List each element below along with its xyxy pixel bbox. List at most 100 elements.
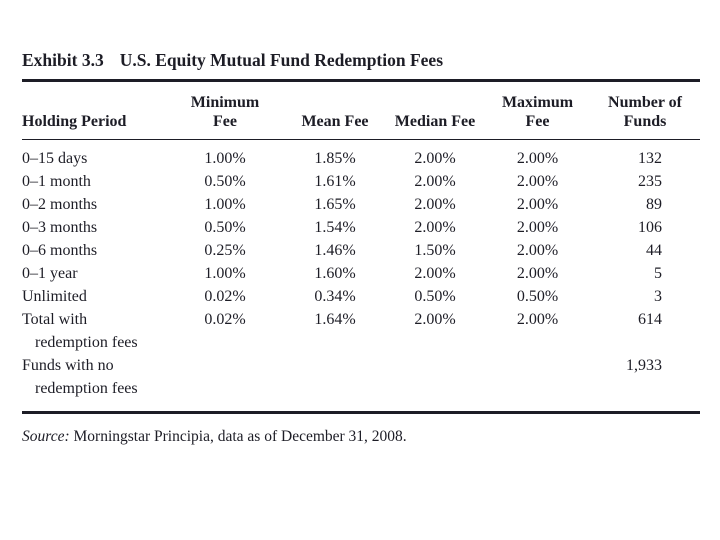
header-maximum-fee: Maximum Fee [485,82,590,140]
redemption-fees-table: Holding Period Minimum Fee Mean Fee Medi… [22,82,700,400]
fee-value-cell [385,354,485,400]
fee-value-cell: 1.00% [204,196,246,213]
fee-value-cell: 0.50% [204,173,246,190]
funds-count-cell: 89 [646,196,662,213]
exhibit-label: Exhibit 3.3 [22,50,104,70]
holding-period-cell: 0–3 months [22,216,165,239]
fee-value-cell: 2.00% [414,265,456,282]
holding-period-line: Funds with no [22,357,114,374]
fee-value-cell: 1.00% [204,150,246,167]
fee-value-cell: 2.00% [516,311,559,328]
holding-period-line: Unlimited [22,288,87,305]
table-row: 0–1 month 0.50% 1.61% 2.00% 2.00% 235 [22,170,700,193]
header-mean-fee: Mean Fee [285,82,385,140]
funds-count-cell: 614 [638,311,662,328]
table-row: 0–15 days 1.00% 1.85% 2.00% 2.00% 132 [22,140,700,171]
table-row: Total with redemption fees 0.02% 1.64% 2.00%… [22,308,700,354]
source-text: Morningstar Principia, data as of Decemb… [69,428,407,445]
fee-value-cell: 2.00% [414,219,456,236]
funds-count-cell: 44 [646,242,662,259]
holding-period-line: redemption fees [35,334,138,351]
fee-value-cell: 2.00% [516,242,559,259]
funds-count-cell: 235 [638,173,662,190]
header-line [285,93,385,112]
fee-value-cell: 0.02% [204,288,246,305]
header-line [385,93,485,112]
header-line: Holding Period [22,113,127,130]
fee-value-cell [285,354,385,400]
header-holding-period: Holding Period [22,82,165,140]
fee-value-cell: 1.54% [314,219,356,236]
holding-period-cell: Unlimited [22,285,165,308]
fee-value-cell: 1.61% [314,173,356,190]
funds-count-cell: 1,933 [626,357,662,374]
fee-value-cell: 0.02% [204,311,246,328]
header-line: Maximum [501,94,574,111]
top-rule [22,79,700,82]
fee-value-cell: 2.00% [516,173,559,190]
header-line [22,93,165,112]
header-line: Funds [623,113,667,130]
header-line: Minimum [190,94,260,111]
exhibit-title: Exhibit 3.3 U.S. Equity Mutual Fund Redem… [22,50,700,70]
header-number-of-funds: Number of Funds [590,82,700,140]
bottom-rule [22,411,700,414]
header-line: Fee [525,113,550,130]
fee-value-cell: 2.00% [516,219,559,236]
table-row: 0–6 months 0.25% 1.46% 1.50% 2.00% 44 [22,239,700,262]
fee-value-cell: 0.50% [516,288,559,305]
fee-value-cell: 2.00% [414,196,456,213]
table-row: 0–1 year 1.00% 1.60% 2.00% 2.00% 5 [22,262,700,285]
table-row: Unlimited 0.02% 0.34% 0.50% 0.50% 3 [22,285,700,308]
fee-value-cell: 1.46% [314,242,356,259]
fee-value-cell: 2.00% [414,173,456,190]
holding-period-cell: Funds with no redemption fees [22,354,165,400]
funds-count-cell: 132 [638,150,662,167]
fee-value-cell: 1.00% [204,265,246,282]
table-body: 0–15 days 1.00% 1.85% 2.00% 2.00% 132 0–1 mont… [22,140,700,401]
source-note: Source: Morningstar Principia, data as o… [22,427,700,447]
holding-period-cell: Total with redemption fees [22,308,165,354]
holding-period-line: 0–1 year [22,265,78,282]
exhibit-name: U.S. Equity Mutual Fund Redemption Fees [119,50,444,70]
table-row: 0–2 months 1.00% 1.65% 2.00% 2.00% 89 [22,193,700,216]
holding-period-line: 0–3 months [22,219,98,236]
holding-period-cell: 0–1 month [22,170,165,193]
holding-period-cell: 0–6 months [22,239,165,262]
fee-value-cell [165,354,285,400]
fee-value-cell [485,354,590,400]
funds-count-cell: 106 [638,219,662,236]
table-row: Funds with no redemption fees 1,933 [22,354,700,400]
holding-period-cell: 0–1 year [22,262,165,285]
header-line: Fee [213,113,237,130]
holding-period-line: 0–1 month [22,173,91,190]
holding-period-line: Total with [22,311,88,328]
table-header: Holding Period Minimum Fee Mean Fee Medi… [22,82,700,140]
holding-period-line: 0–6 months [22,242,98,259]
fee-value-cell: 2.00% [516,196,559,213]
fee-value-cell: 1.64% [314,311,356,328]
table-row: 0–3 months 0.50% 1.54% 2.00% 2.00% 106 [22,216,700,239]
fee-value-cell: 0.25% [204,242,246,259]
fee-value-cell: 0.34% [314,288,356,305]
exhibit-content: Exhibit 3.3 U.S. Equity Mutual Fund Redem… [22,50,700,447]
header-line: Median Fee [394,113,476,130]
header-line: Number of [608,94,682,111]
fee-value-cell: 2.00% [414,150,456,167]
source-label: Source: [22,428,70,445]
header-row: Holding Period Minimum Fee Mean Fee Medi… [22,82,700,140]
fee-value-cell: 1.50% [414,242,456,259]
fee-value-cell: 1.60% [314,265,356,282]
fee-value-cell: 0.50% [414,288,456,305]
holding-period-line: 0–15 days [22,150,88,167]
fee-value-cell: 2.00% [516,150,559,167]
fee-value-cell: 0.50% [204,219,246,236]
fee-value-cell: 2.00% [414,311,456,328]
fee-value-cell: 1.65% [314,196,356,213]
holding-period-line: 0–2 months [22,196,98,213]
header-median-fee: Median Fee [385,82,485,140]
funds-count-cell: 3 [654,288,662,305]
header-line: Mean Fee [301,113,369,130]
header-minimum-fee: Minimum Fee [165,82,285,140]
